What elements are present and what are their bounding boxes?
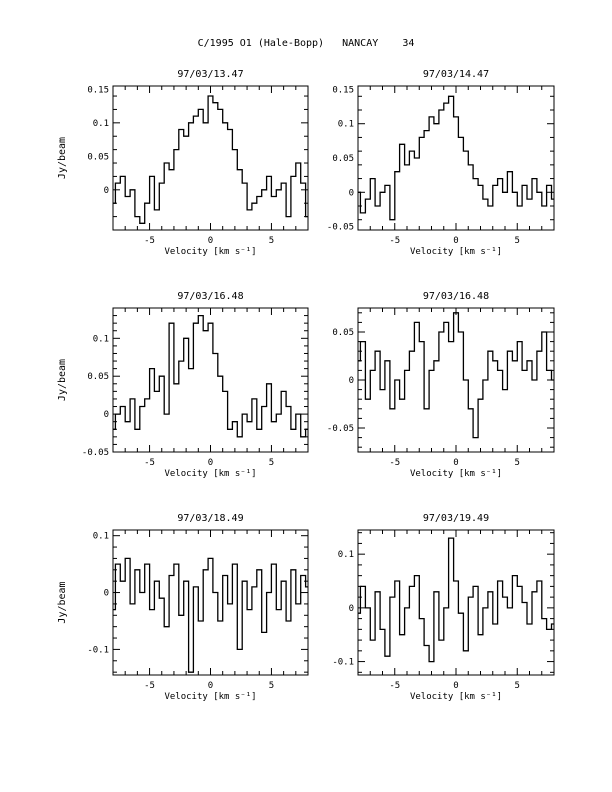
panel-2-title: 97/03/14.47 bbox=[423, 69, 489, 80]
panel-1-xtick-label: 0 bbox=[208, 236, 213, 246]
panel-5-ytick-label: 0.1 bbox=[93, 532, 109, 542]
panel-4-xtick-label: 0 bbox=[453, 458, 458, 468]
panel-1-xtick-label: -5 bbox=[144, 236, 155, 246]
panel-3-ytick-label: 0.1 bbox=[93, 334, 109, 344]
panel-4-xtick-label: 5 bbox=[515, 458, 520, 468]
panel-6-ytick-label: 0 bbox=[349, 604, 354, 614]
panel-5-ytick-label: 0 bbox=[104, 589, 109, 599]
panel-6-xtick-label: -5 bbox=[389, 681, 400, 691]
panel-1-ytick-label: 0 bbox=[104, 186, 109, 196]
panel-4-ytick-label: -0.05 bbox=[327, 424, 354, 434]
panel-6-xtick-label: 5 bbox=[515, 681, 520, 691]
panel-2-ytick-label: -0.05 bbox=[327, 223, 354, 233]
panel-5-spectrum-line bbox=[113, 557, 308, 673]
panel-3-ytick-label: 0 bbox=[104, 410, 109, 420]
panel-5-ylabel: Jy/beam bbox=[57, 581, 68, 623]
panel-2-xtick-label: -5 bbox=[389, 236, 400, 246]
panel-2-spectrum-line bbox=[358, 95, 554, 221]
panel-2-xtick-label: 5 bbox=[515, 236, 520, 246]
panel-3-ytick-label: -0.05 bbox=[82, 448, 109, 458]
panel-6-xtick-label: 0 bbox=[453, 681, 458, 691]
panel-3-xtick-label: 0 bbox=[208, 458, 213, 468]
panel-1-xlabel: Velocity [km s⁻¹] bbox=[164, 247, 256, 257]
panel-1-ytick-label: 0.15 bbox=[87, 85, 109, 95]
panel-5-xtick-label: -5 bbox=[144, 681, 155, 691]
panel-5-frame bbox=[112, 529, 309, 676]
panel-2-ytick-label: 0.05 bbox=[332, 154, 354, 164]
panel-1-xtick-label: 5 bbox=[269, 236, 274, 246]
panel-5-ytick-label: -0.1 bbox=[87, 645, 109, 655]
panel-2-xlabel: Velocity [km s⁻¹] bbox=[410, 247, 502, 257]
panel-5-title: 97/03/18.49 bbox=[177, 513, 243, 524]
panel-2-ytick-label: 0.1 bbox=[338, 120, 354, 130]
panel-4-ytick-label: 0 bbox=[349, 376, 354, 386]
panel-6-spectrum-line bbox=[358, 537, 554, 663]
panel-6-title: 97/03/19.49 bbox=[423, 513, 489, 524]
panel-4-ytick-label: 0.05 bbox=[332, 328, 354, 338]
panel-5-xlabel: Velocity [km s⁻¹] bbox=[164, 692, 256, 702]
panel-6-ytick-label: -0.1 bbox=[332, 658, 354, 668]
panel-1-ytick-label: 0.05 bbox=[87, 152, 109, 162]
panel-1-frame bbox=[112, 85, 309, 231]
panel-3-xtick-label: 5 bbox=[269, 458, 274, 468]
panel-5-xtick-label: 0 bbox=[208, 681, 213, 691]
panel-4-title: 97/03/16.48 bbox=[423, 291, 489, 302]
panel-2-ytick-label: 0.15 bbox=[332, 85, 354, 95]
panel-3-ylabel: Jy/beam bbox=[57, 359, 68, 401]
panel-3-spectrum-line bbox=[113, 314, 308, 438]
panel-3-xlabel: Velocity [km s⁻¹] bbox=[164, 469, 256, 479]
panel-1-ytick-label: 0.1 bbox=[93, 119, 109, 129]
panel-4-spectrum-line bbox=[358, 312, 554, 439]
panel-4-frame bbox=[357, 307, 555, 453]
panel-6-xlabel: Velocity [km s⁻¹] bbox=[410, 692, 502, 702]
panel-5-xtick-label: 5 bbox=[269, 681, 274, 691]
panel-2-frame bbox=[357, 85, 555, 231]
panel-3-xtick-label: -5 bbox=[144, 458, 155, 468]
panel-3-ytick-label: 0.05 bbox=[87, 372, 109, 382]
page-title: C/1995 O1 (Hale-Bopp) NANCAY 34 bbox=[197, 38, 415, 49]
panel-4-xlabel: Velocity [km s⁻¹] bbox=[410, 469, 502, 479]
panel-2-xtick-label: 0 bbox=[453, 236, 458, 246]
panel-3-title: 97/03/16.48 bbox=[177, 291, 243, 302]
panel-1-ylabel: Jy/beam bbox=[57, 137, 68, 179]
panel-2-ytick-label: 0 bbox=[349, 188, 354, 198]
panel-6-ytick-label: 0.1 bbox=[338, 550, 354, 560]
panel-1-spectrum-line bbox=[113, 95, 308, 224]
panel-4-xtick-label: -5 bbox=[389, 458, 400, 468]
panel-1-title: 97/03/13.47 bbox=[177, 69, 243, 80]
panel-3-frame bbox=[112, 307, 309, 453]
